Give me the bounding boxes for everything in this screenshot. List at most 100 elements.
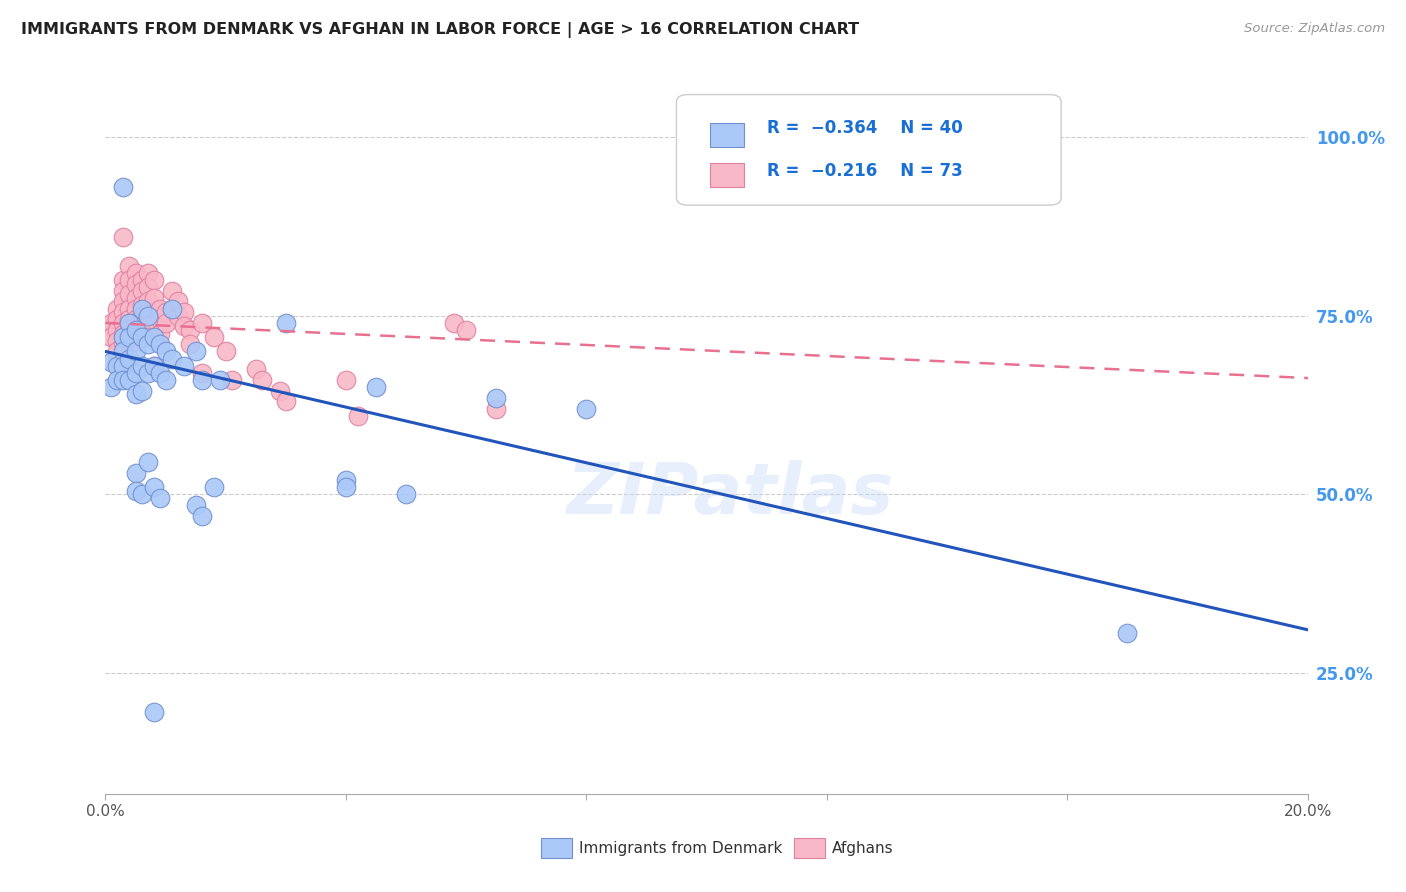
Point — [112, 284, 135, 298]
Point — [142, 359, 165, 373]
Point — [107, 373, 129, 387]
Point — [124, 323, 146, 337]
Point — [443, 316, 465, 330]
Point — [136, 366, 159, 380]
Point — [245, 362, 267, 376]
Point — [166, 309, 188, 323]
Point — [118, 259, 141, 273]
Point — [179, 337, 201, 351]
Point — [184, 498, 207, 512]
Point — [118, 273, 141, 287]
Point — [148, 337, 170, 351]
Text: IMMIGRANTS FROM DENMARK VS AFGHAN IN LABOR FORCE | AGE > 16 CORRELATION CHART: IMMIGRANTS FROM DENMARK VS AFGHAN IN LAB… — [21, 22, 859, 38]
Point — [190, 316, 212, 330]
Point — [124, 334, 146, 348]
Point — [485, 401, 508, 416]
Point — [107, 323, 129, 337]
Point — [136, 316, 159, 330]
Point — [112, 326, 135, 341]
Point — [112, 330, 135, 344]
Point — [118, 373, 141, 387]
Point — [364, 380, 387, 394]
Point — [575, 401, 598, 416]
Point — [100, 355, 122, 369]
Point — [160, 351, 183, 366]
Point — [118, 287, 141, 301]
Point — [142, 330, 165, 344]
Point — [335, 480, 357, 494]
Point — [160, 284, 183, 298]
Point — [148, 491, 170, 505]
Point — [112, 373, 135, 387]
Point — [136, 337, 159, 351]
Point — [485, 391, 508, 405]
Point — [124, 466, 146, 480]
Point — [118, 334, 141, 348]
Point — [107, 334, 129, 348]
Point — [124, 291, 146, 305]
Point — [112, 230, 135, 244]
Point — [335, 473, 357, 487]
Point — [148, 366, 170, 380]
Point — [173, 359, 195, 373]
Point — [118, 323, 141, 337]
Point — [100, 330, 122, 344]
Point — [124, 387, 146, 401]
Point — [107, 344, 129, 359]
Point — [124, 277, 146, 291]
Point — [131, 319, 153, 334]
Point — [100, 380, 122, 394]
Point — [131, 330, 153, 344]
Point — [335, 373, 357, 387]
Point — [136, 280, 159, 294]
Point — [118, 312, 141, 326]
Point — [124, 312, 146, 326]
Point — [395, 487, 418, 501]
Point — [173, 319, 195, 334]
Point — [454, 323, 477, 337]
Point — [131, 301, 153, 316]
Point — [131, 298, 153, 312]
Point — [124, 344, 146, 359]
Point — [142, 359, 165, 373]
Point — [142, 291, 165, 305]
Point — [179, 323, 201, 337]
Point — [202, 480, 225, 494]
Point — [142, 480, 165, 494]
Point — [160, 301, 183, 316]
Point — [202, 330, 225, 344]
Point — [112, 337, 135, 351]
Point — [155, 344, 177, 359]
Point — [166, 294, 188, 309]
Point — [107, 301, 129, 316]
Point — [190, 366, 212, 380]
Point — [112, 305, 135, 319]
Point — [274, 394, 297, 409]
Point — [221, 373, 243, 387]
Point — [100, 319, 122, 334]
Point — [160, 301, 183, 316]
Point — [269, 384, 291, 398]
Point — [124, 301, 146, 316]
Point — [155, 316, 177, 330]
Point — [155, 373, 177, 387]
Bar — [710, 123, 744, 146]
Point — [118, 301, 141, 316]
Point — [100, 316, 122, 330]
Point — [112, 294, 135, 309]
Point — [131, 487, 153, 501]
Point — [173, 305, 195, 319]
Point — [107, 355, 129, 369]
Point — [347, 409, 370, 423]
Point — [136, 309, 159, 323]
Point — [184, 344, 207, 359]
Point — [148, 301, 170, 316]
Point — [112, 359, 135, 373]
Point — [148, 312, 170, 326]
Point — [136, 305, 159, 319]
Point — [136, 294, 159, 309]
Point — [118, 316, 141, 330]
Point — [124, 366, 146, 380]
Bar — [710, 163, 744, 187]
Text: Immigrants from Denmark: Immigrants from Denmark — [579, 841, 783, 855]
